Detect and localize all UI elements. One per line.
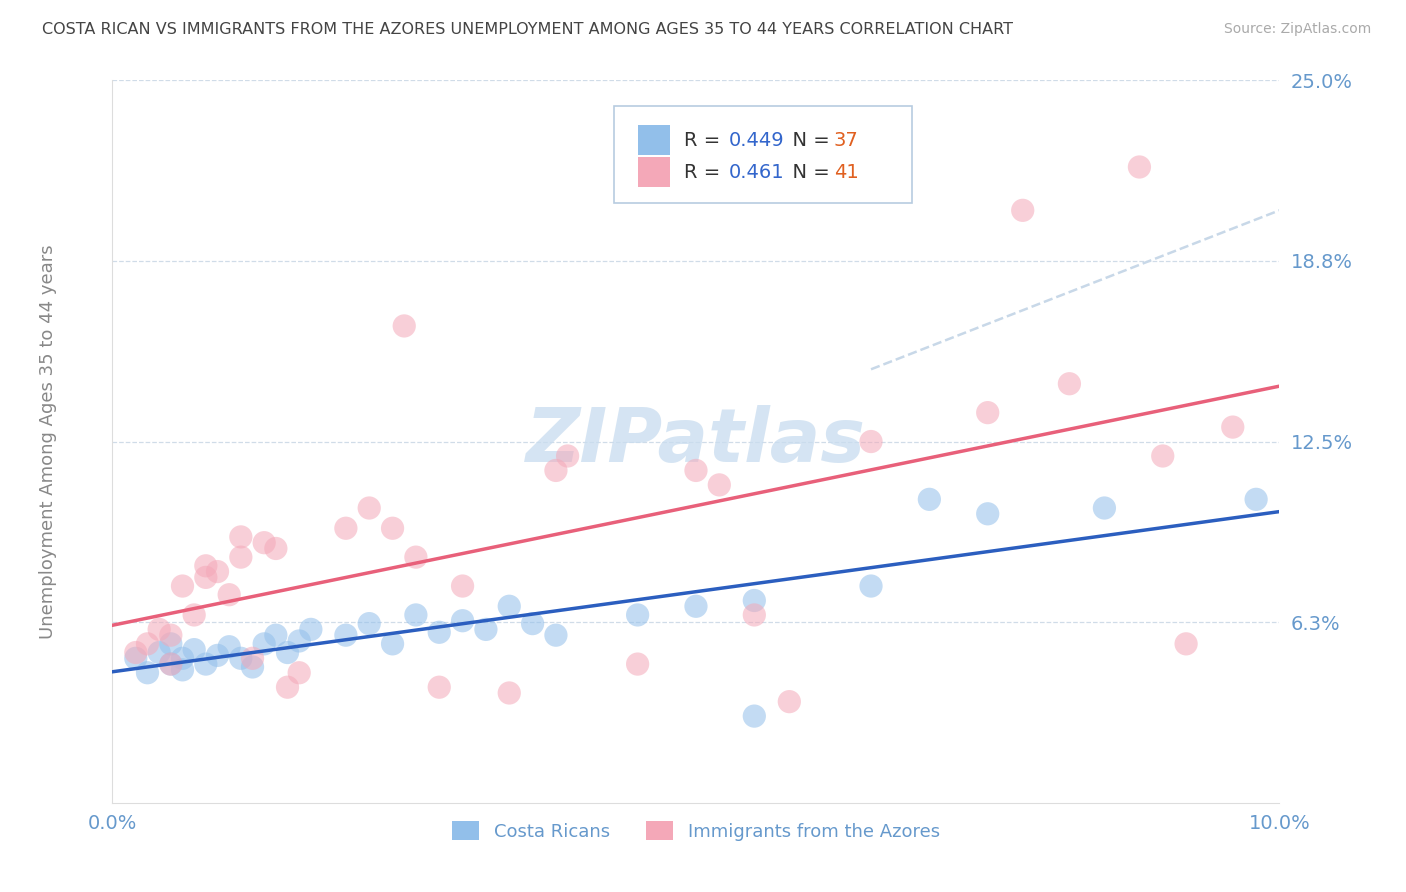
Text: R =: R = (685, 131, 727, 150)
Point (1175, 637, 1198, 651)
Point (394, 318, 416, 333)
Text: 41: 41 (834, 162, 859, 182)
Point (860, 579, 883, 593)
Text: 0.461: 0.461 (728, 162, 785, 182)
Point (160, 628, 183, 642)
Text: N =: N = (780, 131, 837, 150)
Point (229, 550, 252, 565)
Point (976, 507, 998, 521)
Text: Unemployment Among Ages 35 to 44 years: Unemployment Among Ages 35 to 44 years (39, 244, 58, 639)
Point (627, 657, 650, 671)
Point (277, 680, 299, 694)
FancyBboxPatch shape (638, 125, 671, 155)
Text: N =: N = (780, 162, 837, 182)
Point (207, 648, 229, 663)
Point (498, 599, 520, 614)
Point (1011, 203, 1033, 218)
Text: 0.449: 0.449 (728, 131, 785, 150)
FancyBboxPatch shape (614, 105, 912, 203)
Point (194, 558, 217, 573)
Point (744, 709, 766, 723)
Point (498, 686, 520, 700)
Point (183, 607, 205, 622)
Point (451, 614, 474, 628)
Text: Source: ZipAtlas.com: Source: ZipAtlas.com (1223, 22, 1371, 37)
Point (557, 449, 579, 463)
Point (160, 657, 183, 671)
Point (160, 637, 183, 651)
Point (172, 663, 194, 677)
Point (1222, 420, 1244, 434)
Point (381, 521, 404, 535)
FancyBboxPatch shape (638, 157, 671, 187)
Point (405, 607, 427, 622)
Point (778, 695, 800, 709)
Point (277, 646, 299, 660)
Point (194, 657, 217, 671)
Point (207, 565, 229, 579)
Point (136, 637, 159, 651)
Point (744, 607, 766, 622)
Point (451, 579, 474, 593)
Point (288, 634, 311, 648)
Text: 37: 37 (834, 131, 859, 150)
Point (359, 616, 381, 631)
Point (160, 657, 183, 671)
Point (522, 616, 544, 631)
Point (918, 492, 941, 507)
Point (544, 463, 567, 477)
Point (172, 579, 194, 593)
Point (264, 628, 287, 642)
Point (125, 651, 148, 665)
Text: COSTA RICAN VS IMMIGRANTS FROM THE AZORES UNEMPLOYMENT AMONG AGES 35 TO 44 YEARS: COSTA RICAN VS IMMIGRANTS FROM THE AZORE… (42, 22, 1014, 37)
Point (381, 637, 404, 651)
Point (405, 550, 427, 565)
Point (218, 588, 240, 602)
Point (1244, 492, 1267, 507)
Point (335, 628, 357, 642)
Point (218, 640, 240, 654)
Point (544, 628, 567, 642)
Point (172, 651, 194, 665)
Point (976, 406, 998, 420)
Point (475, 623, 498, 637)
Point (242, 660, 264, 674)
Point (744, 593, 766, 607)
Point (264, 541, 287, 556)
Point (242, 651, 264, 665)
Point (136, 665, 159, 680)
Point (335, 521, 357, 535)
Point (1059, 376, 1081, 391)
Point (299, 623, 322, 637)
Point (253, 637, 276, 651)
Point (685, 599, 707, 614)
Point (709, 478, 731, 492)
Point (1152, 449, 1174, 463)
Point (229, 530, 252, 544)
Point (148, 623, 170, 637)
Point (229, 651, 252, 665)
Point (427, 625, 450, 640)
Legend: Costa Ricans, Immigrants from the Azores: Costa Ricans, Immigrants from the Azores (446, 814, 946, 848)
Point (288, 665, 311, 680)
Text: R =: R = (685, 162, 727, 182)
Point (685, 463, 707, 477)
Point (427, 680, 450, 694)
Point (125, 646, 148, 660)
Point (1128, 160, 1150, 174)
Point (253, 535, 276, 549)
Point (1094, 501, 1116, 516)
Point (194, 570, 217, 584)
Point (359, 501, 381, 516)
Point (148, 646, 170, 660)
Point (627, 607, 650, 622)
Point (183, 642, 205, 657)
Text: ZIPatlas: ZIPatlas (526, 405, 866, 478)
Point (860, 434, 883, 449)
